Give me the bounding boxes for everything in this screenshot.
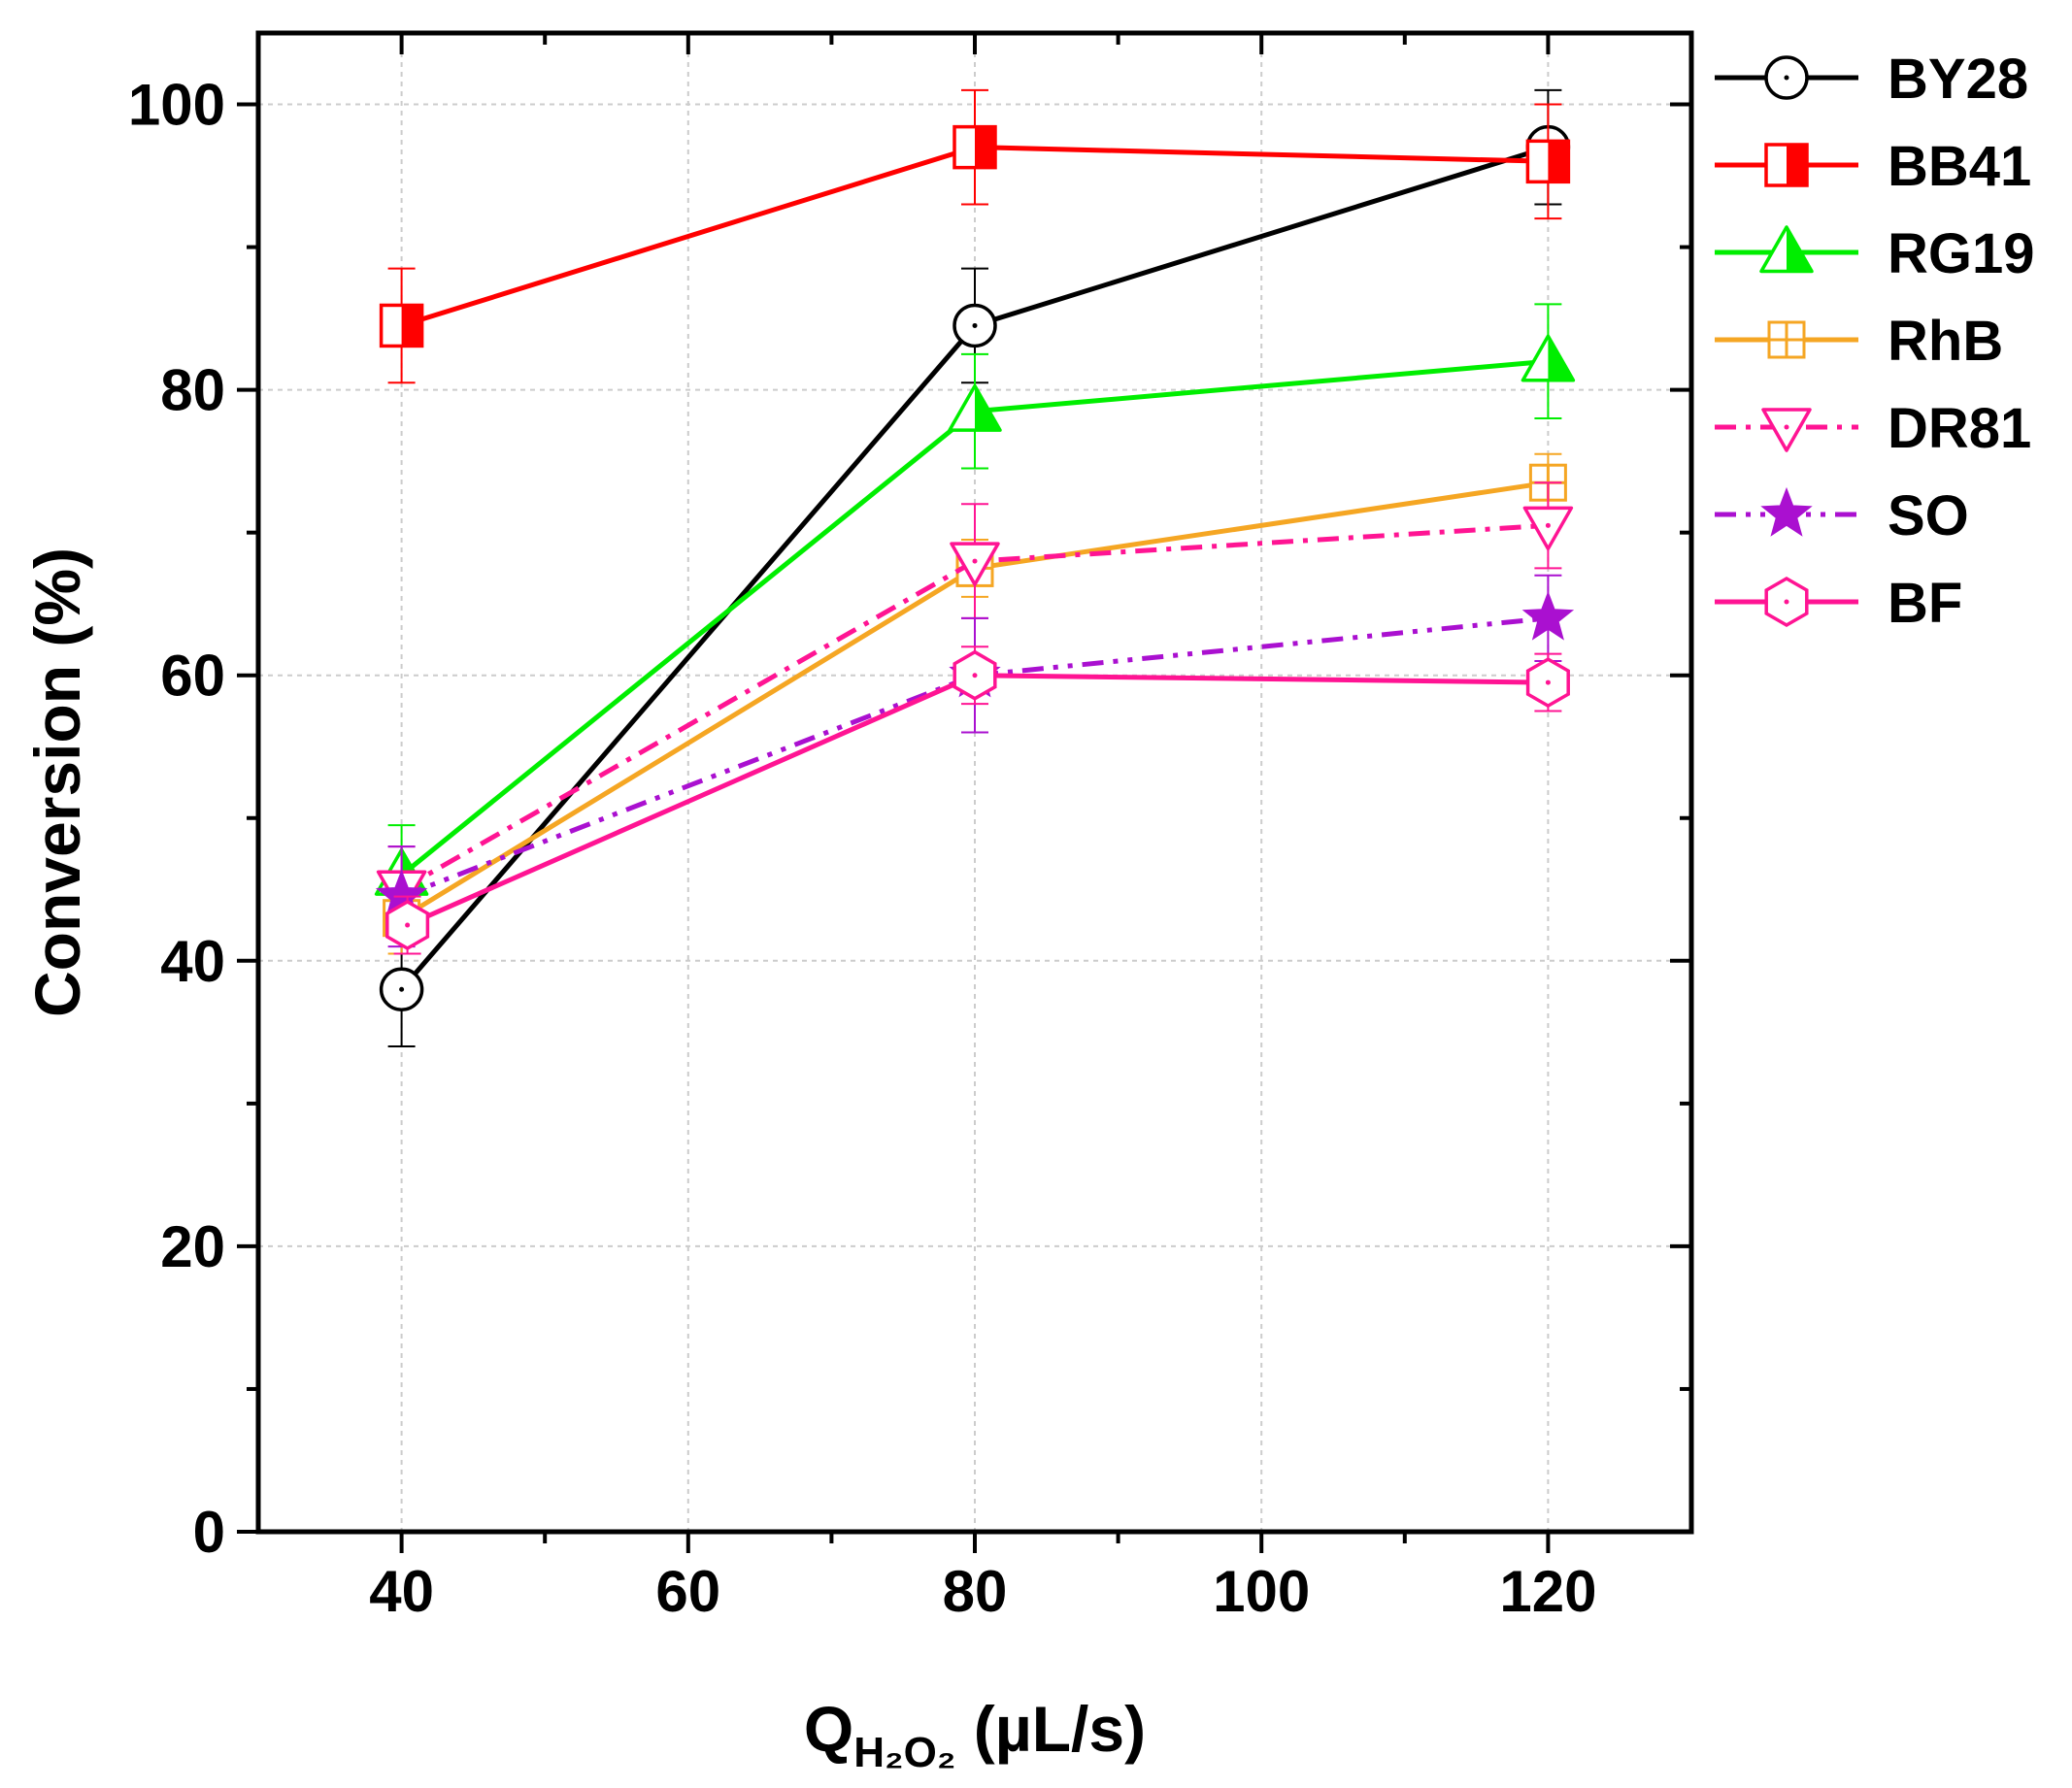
marker-bb41-80-half: [975, 126, 995, 168]
marker-by28-80-dot: [972, 322, 978, 328]
y-tick-label-0: 0: [193, 1500, 225, 1565]
marker-bb41-40-half: [401, 305, 422, 347]
legend-item-bf: BF: [1715, 572, 1962, 635]
legend-marker-so: [1760, 486, 1813, 537]
legend-label-dr81: DR81: [1888, 397, 2031, 460]
marker-dr81-80-dot: [972, 558, 978, 564]
x-tick-label-120: 120: [1499, 1559, 1596, 1624]
legend-item-dr81: DR81: [1715, 397, 2031, 460]
y-tick-label-80: 80: [160, 358, 225, 423]
x-tick-label-100: 100: [1213, 1559, 1310, 1624]
series-bf: [385, 646, 1570, 955]
marker-rg19-120-half: [1548, 336, 1574, 381]
marker-dr81-120: [1522, 506, 1574, 551]
x-axis-title-subscript: H₂O₂: [853, 1729, 955, 1776]
legend-item-rhb: RhB: [1715, 310, 2003, 373]
x-axis-title: QH₂O₂ (µL/s): [804, 1693, 1146, 1776]
legend-label-so: SO: [1888, 484, 1969, 547]
legend-marker-bb41-half: [1787, 145, 1807, 185]
marker-dr81-80: [950, 542, 1000, 586]
y-tick-label-100: 100: [128, 73, 225, 138]
marker-by28-40-dot: [399, 986, 405, 992]
marker-rg19-80-half: [975, 385, 1000, 431]
series-layer: [374, 88, 1576, 1048]
marker-so-120: [1521, 590, 1575, 641]
marker-bb41-120-half: [1548, 141, 1569, 182]
x-axis-title-main: Q: [804, 1693, 853, 1765]
legend: BY28 BB41 RG19 RhB DR81 SO BF: [1715, 48, 2035, 635]
marker-bf-120-dot: [1545, 679, 1551, 685]
y-tick-label-40: 40: [160, 929, 225, 994]
y-tick-label-60: 60: [160, 644, 225, 709]
legend-label-bf: BF: [1888, 572, 1962, 635]
legend-label-rhb: RhB: [1888, 310, 2003, 373]
grid: [258, 33, 1691, 1533]
x-tick-label-40: 40: [369, 1559, 434, 1624]
marker-dr81-120-dot: [1545, 522, 1551, 528]
legend-item-rg19: RG19: [1715, 222, 2035, 285]
series-rg19: [374, 303, 1576, 927]
legend-marker-by28-dot: [1784, 75, 1789, 81]
legend-label-bb41: BB41: [1888, 135, 2031, 198]
marker-bf-80-dot: [972, 673, 978, 679]
x-axis-title-unit: (µL/s): [955, 1693, 1146, 1765]
x-tick-label-80: 80: [943, 1559, 1008, 1624]
legend-marker-bf-dot: [1784, 599, 1789, 605]
series-line-bf: [406, 673, 1549, 928]
x-tick-label-60: 60: [655, 1559, 720, 1624]
legend-marker-dr81-dot: [1784, 424, 1789, 430]
y-axis-title: Conversion (%): [21, 547, 93, 1017]
legend-marker-dr81: [1761, 408, 1812, 452]
legend-item-bb41: BB41: [1715, 135, 2031, 198]
legend-item-so: SO: [1715, 484, 1969, 547]
series-bb41: [379, 88, 1571, 384]
legend-label-by28: BY28: [1888, 48, 2028, 111]
ticks: 40 60 80 100 120 0 20 40 60 80 100: [128, 33, 1691, 1624]
legend-item-by28: BY28: [1715, 48, 2028, 111]
legend-marker-rg19-half: [1787, 227, 1812, 272]
marker-bf-40-dot: [405, 922, 411, 928]
legend-label-rg19: RG19: [1888, 222, 2035, 285]
y-tick-label-20: 20: [160, 1214, 225, 1279]
